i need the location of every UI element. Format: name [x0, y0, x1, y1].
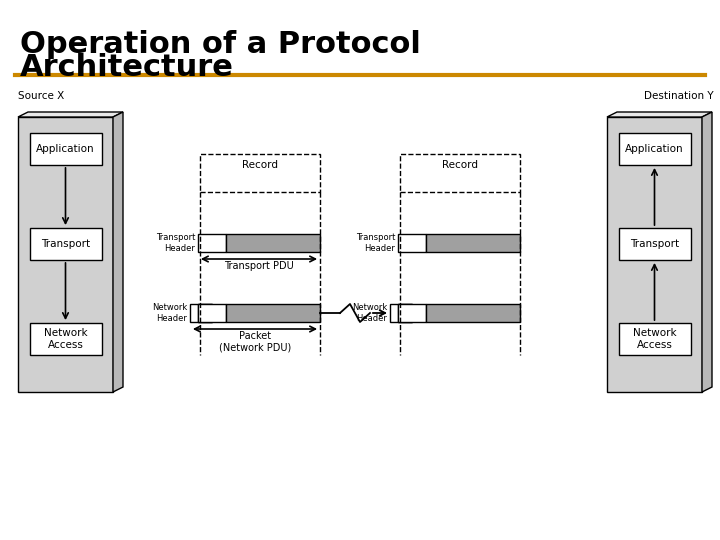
Text: Destination Y: Destination Y [644, 91, 714, 101]
Text: Application: Application [625, 144, 684, 154]
Polygon shape [618, 228, 690, 260]
Text: Packet
(Network PDU): Packet (Network PDU) [219, 331, 291, 353]
Polygon shape [398, 304, 412, 322]
Text: Network
Header: Network Header [152, 303, 187, 323]
Text: Record: Record [242, 160, 278, 170]
Polygon shape [426, 234, 520, 252]
Text: Transport: Transport [630, 239, 679, 249]
Text: Network
Header: Network Header [352, 303, 387, 323]
Polygon shape [618, 133, 690, 165]
Polygon shape [200, 154, 320, 192]
Polygon shape [30, 323, 102, 355]
Polygon shape [30, 228, 102, 260]
Polygon shape [18, 117, 113, 392]
Polygon shape [398, 304, 426, 322]
Text: Record: Record [442, 160, 478, 170]
Text: Source X: Source X [18, 91, 64, 101]
Text: Architecture: Architecture [20, 53, 234, 82]
Text: Operation of a Protocol: Operation of a Protocol [20, 30, 421, 59]
Polygon shape [198, 304, 212, 322]
Polygon shape [18, 112, 123, 117]
Text: Network
Access: Network Access [44, 328, 87, 350]
Text: Transport
Header: Transport Header [156, 233, 195, 253]
Text: Transport: Transport [41, 239, 90, 249]
Polygon shape [198, 234, 226, 252]
Polygon shape [30, 133, 102, 165]
Text: Application: Application [36, 144, 95, 154]
Text: Transport
Header: Transport Header [356, 233, 395, 253]
Polygon shape [702, 112, 712, 392]
Polygon shape [390, 304, 412, 322]
Text: Network
Access: Network Access [633, 328, 676, 350]
Polygon shape [618, 323, 690, 355]
Polygon shape [426, 304, 520, 322]
Polygon shape [607, 112, 712, 117]
Polygon shape [400, 154, 520, 192]
Polygon shape [398, 234, 426, 252]
Polygon shape [190, 304, 212, 322]
Polygon shape [226, 234, 320, 252]
Text: Transport PDU: Transport PDU [224, 261, 294, 271]
Polygon shape [607, 117, 702, 392]
Polygon shape [226, 304, 320, 322]
Polygon shape [198, 304, 226, 322]
Polygon shape [113, 112, 123, 392]
